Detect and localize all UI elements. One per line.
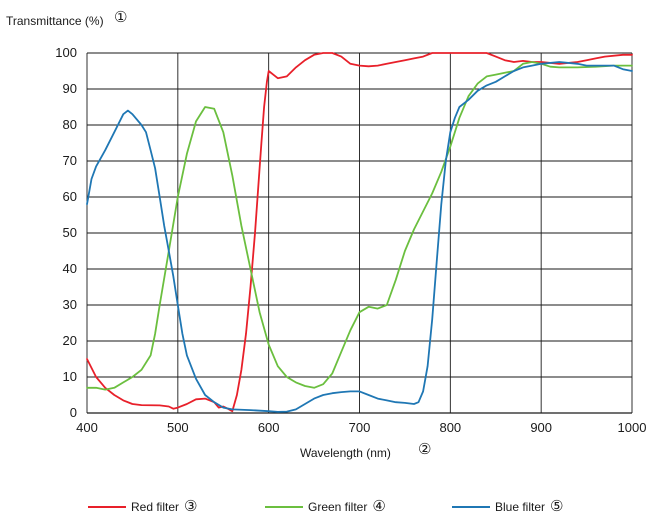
y-axis-title: Transmittance (%): [6, 14, 104, 28]
series-line-green-filter: [86, 61, 633, 391]
x-tick-label: 600: [258, 420, 280, 435]
legend-label-blue-filter: Blue filter ⑤: [495, 498, 563, 515]
y-tick-label: 30: [63, 297, 77, 312]
y-tick-label: 70: [63, 153, 77, 168]
x-tick-labels: 400 500 600 700 800 900 1000: [76, 420, 646, 435]
series-lines: [86, 52, 633, 413]
legend: Red filter ③ Green filter ④ Blue filter ⑤: [88, 498, 563, 515]
y-axis-marker: ①: [114, 9, 127, 26]
series-line-red-filter: [86, 52, 633, 413]
series-line-blue-filter: [86, 61, 633, 413]
x-tick-label: 400: [76, 420, 98, 435]
legend-marker-red-filter: ③: [184, 498, 197, 515]
x-axis-marker: ②: [418, 441, 431, 458]
x-tick-label: 700: [349, 420, 371, 435]
y-tick-label: 60: [63, 189, 77, 204]
x-axis-title: Wavelength (nm): [300, 446, 391, 460]
y-tick-label: 10: [63, 369, 77, 384]
x-tick-label: 500: [167, 420, 189, 435]
y-tick-label: 0: [70, 405, 77, 420]
x-tick-label: 800: [439, 420, 461, 435]
y-tick-labels: 0 10 20 30 40 50 60 70 80 90 100: [55, 45, 77, 420]
y-tick-label: 50: [63, 225, 77, 240]
y-tick-label: 90: [63, 81, 77, 96]
y-tick-label: 20: [63, 333, 77, 348]
legend-marker-green-filter: ④: [372, 498, 385, 515]
x-tick-label: 1000: [618, 420, 647, 435]
legend-label-green-filter: Green filter ④: [308, 498, 386, 515]
x-tick-label: 900: [530, 420, 552, 435]
legend-label-red-filter: Red filter ③: [131, 498, 197, 515]
legend-marker-blue-filter: ⑤: [550, 498, 563, 515]
y-tick-label: 40: [63, 261, 77, 276]
grid: [86, 52, 633, 414]
y-tick-label: 100: [55, 45, 77, 60]
y-tick-label: 80: [63, 117, 77, 132]
